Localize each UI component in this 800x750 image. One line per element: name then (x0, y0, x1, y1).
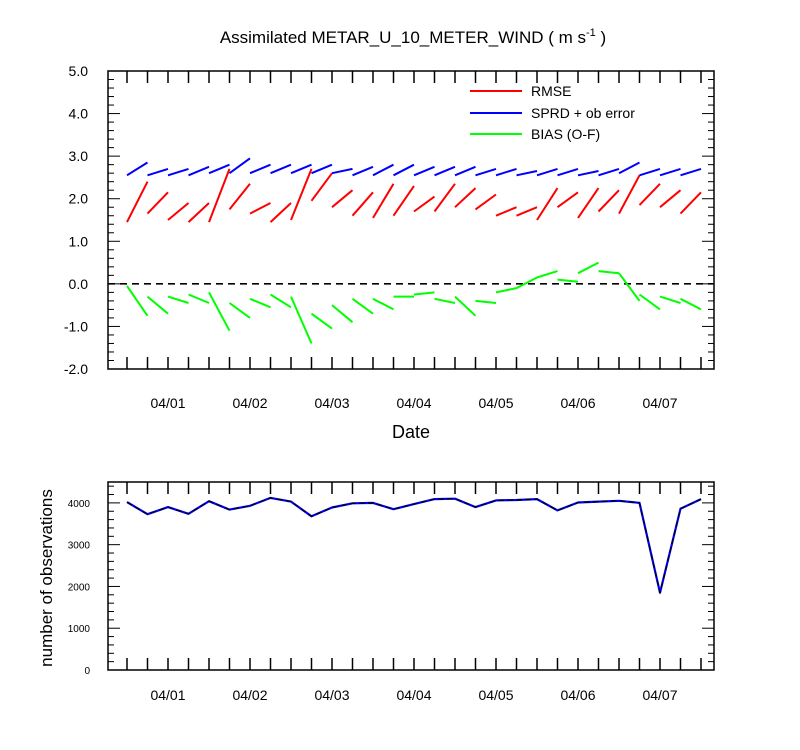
bottom-y-tick-label: 0 (84, 666, 90, 677)
chart-title-close: ) (596, 28, 606, 47)
bottom-plot-frame (107, 481, 715, 671)
legend-bias-label: BIAS (O-F) (531, 126, 600, 142)
bottom-y-tick-label: 3000 (68, 541, 91, 552)
chart-title: Assimilated METAR_U_10_METER_WIND ( m s-… (220, 27, 606, 47)
top-plot-frame (107, 70, 715, 370)
bottom-x-tick-label: 04/02 (232, 687, 267, 703)
top-y-tick-label: 1.0 (69, 233, 89, 249)
top-y-tick-label: 4.0 (69, 106, 89, 122)
top-y-tick-label: -1.0 (64, 318, 88, 334)
top-x-tick-label: 04/01 (150, 395, 185, 411)
chart-title-text: Assimilated METAR_U_10_METER_WIND ( m s (220, 28, 586, 47)
top-y-tick-label: -2.0 (64, 361, 88, 377)
bottom-x-tick-label: 04/01 (150, 687, 185, 703)
bottom-y-tick-label: 2000 (68, 582, 91, 593)
series-rmse-line (126, 168, 702, 223)
chart-title-superscript: -1 (586, 27, 596, 39)
top-x-tick-label: 04/06 (560, 395, 595, 411)
legend-sprd-label: SPRD + ob error (531, 105, 635, 121)
top-x-tick-label: 04/05 (478, 395, 513, 411)
legend-rmse-label: RMSE (531, 83, 571, 99)
top-y-tick-label: 0.0 (69, 276, 89, 292)
bottom-y-tick-label: 4000 (68, 499, 91, 510)
bottom-y-axis-label: number of observations (37, 489, 56, 667)
bottom-x-tick-label: 04/07 (642, 687, 677, 703)
obs-possible-line (126, 496, 702, 594)
top-x-axis-label: Date (392, 422, 430, 442)
bottom-x-tick-label: 04/05 (478, 687, 513, 703)
bottom-x-tick-label: 04/04 (396, 687, 431, 703)
top-y-tick-label: 2.0 (69, 191, 89, 207)
top-x-tick-label: 04/02 (232, 395, 267, 411)
series-bias-line (126, 261, 702, 344)
top-x-tick-label: 04/04 (396, 395, 431, 411)
bottom-plot: 4000 3000 2000 1000 0 04/01 04/02 04/03 04/04 04/… (68, 481, 715, 703)
top-x-tick-label: 04/03 (314, 395, 349, 411)
top-plot: 5.0 4.0 3.0 2.0 1.0 0.0 -1.0 -2.0 04/01 04/02 04/0… (64, 63, 715, 411)
obs-used-line (126, 497, 702, 594)
top-y-tick-label: 3.0 (69, 148, 89, 164)
top-y-tick-label: 5.0 (69, 63, 89, 79)
top-x-tick-label: 04/07 (642, 395, 677, 411)
bottom-x-tick-label: 04/03 (314, 687, 349, 703)
bottom-x-tick-label: 04/06 (560, 687, 595, 703)
bottom-y-tick-label: 1000 (68, 624, 91, 635)
series-sprd-line (126, 157, 702, 177)
